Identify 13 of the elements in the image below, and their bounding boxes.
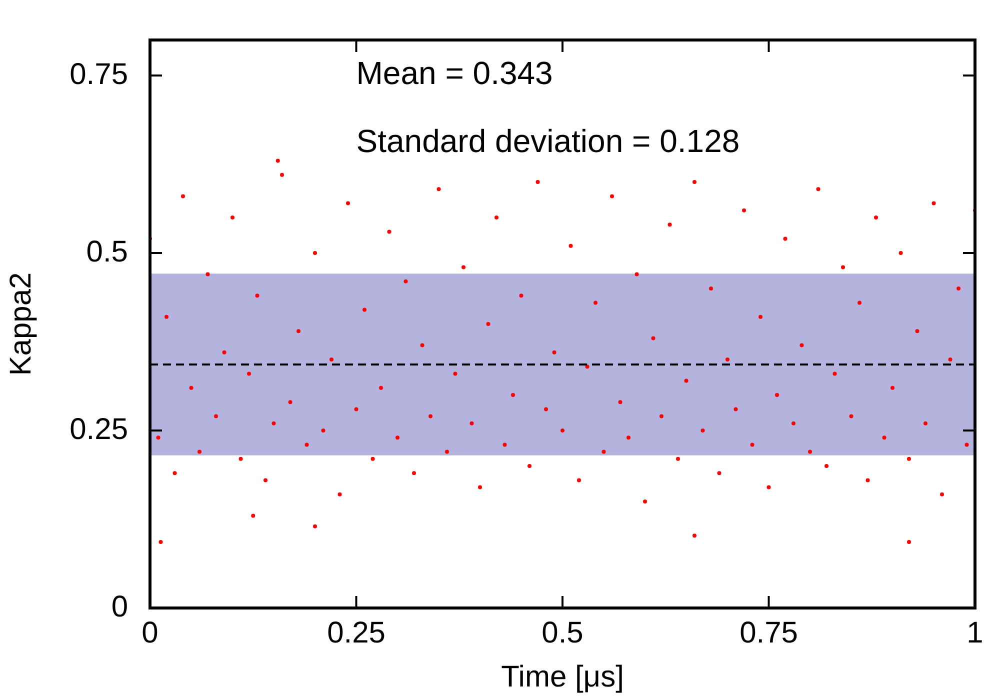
y-tick-label: 0.75 [70,58,128,91]
y-tick-label: 0 [111,590,128,624]
y-tick-label: 0.5 [86,235,128,268]
annotation: Mean = 0.343 [356,54,553,91]
y-axis-title: Kappa2 [4,272,38,376]
x-axis-title: Time [μs] [501,660,624,694]
y-tick-label: 0.25 [70,412,128,446]
x-tick-label: 0 [142,616,158,650]
x-tick-label: 1 [966,616,984,650]
annotation: Standard deviation = 0.128 [356,122,740,159]
x-tick-label: 0.75 [740,616,798,650]
x-tick-label: 0.5 [542,616,584,650]
x-tick-label: 0.25 [327,616,386,650]
